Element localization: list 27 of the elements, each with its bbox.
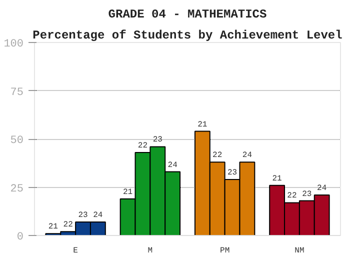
- text: 21: [272, 174, 282, 184]
- chart-title: GRADE 04 - MATHEMATICS: [108, 8, 267, 22]
- text: 22: [212, 151, 222, 160]
- text: 23: [302, 190, 312, 199]
- y-tick-label: 50: [10, 135, 24, 147]
- y-tick-label: 0: [16, 232, 24, 244]
- text: 22: [287, 192, 297, 201]
- series-label: 24: [93, 210, 103, 220]
- series-label: 21: [48, 222, 58, 232]
- text: 21: [122, 188, 133, 197]
- series-label: 23: [78, 210, 88, 220]
- text: 24: [168, 160, 178, 170]
- text: 22: [138, 142, 148, 151]
- x-tick-label: M: [148, 246, 153, 256]
- text: 21: [198, 120, 208, 130]
- x-tick-label: PM: [220, 246, 230, 256]
- text: 24: [242, 151, 252, 160]
- x-tick-label: NM: [294, 246, 304, 256]
- y-tick-label: 25: [10, 183, 24, 196]
- x-tick-label: E: [73, 246, 78, 256]
- text: 23: [227, 168, 238, 178]
- chart-subtitle: Percentage of Students by Achievement Level: [32, 28, 342, 42]
- text: 23: [152, 136, 162, 145]
- y-tick-label: 75: [10, 86, 24, 99]
- series-label: 22: [63, 220, 74, 230]
- text: 24: [317, 184, 327, 193]
- y-tick-label: 100: [4, 38, 24, 50]
